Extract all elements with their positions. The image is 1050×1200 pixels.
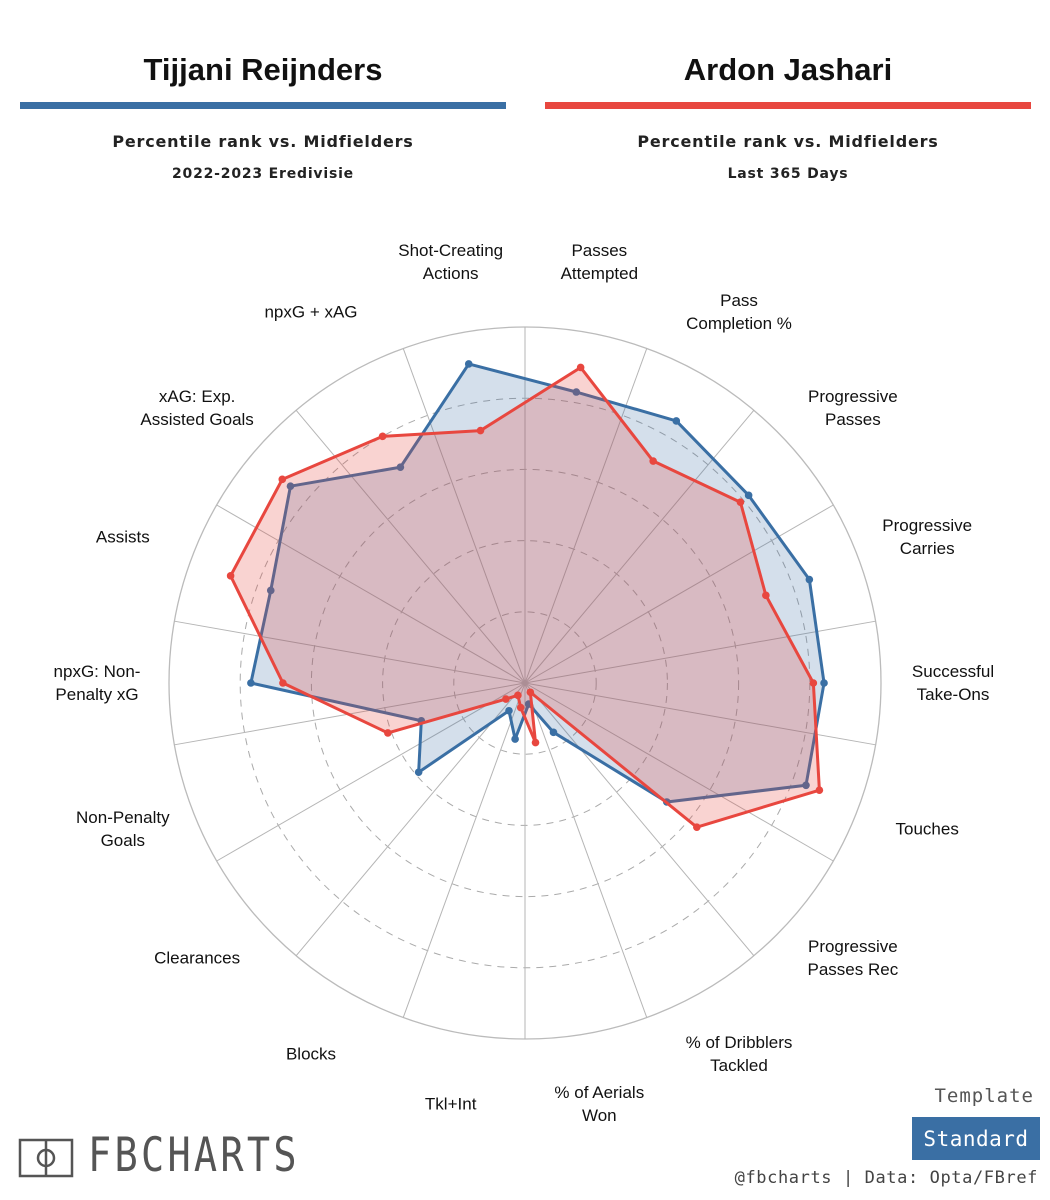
data-point: [266, 586, 275, 595]
data-point: [476, 426, 485, 435]
data-point: [516, 703, 525, 712]
data-point: [396, 463, 405, 471]
data-point: [693, 823, 701, 831]
axis-label: Successful Take-Ons: [911, 662, 995, 704]
data-point: [549, 728, 558, 737]
template-label: Template: [934, 1085, 1034, 1107]
axis-label: Progressive Passes Rec: [807, 937, 899, 980]
data-point: [744, 491, 753, 500]
data-point: [802, 781, 810, 790]
axis-label: npxG + xAG: [264, 302, 358, 322]
grid-spoke: [524, 409, 755, 684]
grid-spoke: [524, 348, 648, 684]
data-point: [526, 688, 535, 697]
template-button[interactable]: Standard: [912, 1117, 1040, 1160]
player-1-season: 2022-2023 Eredivisie: [172, 166, 354, 182]
axis-label: Tkl+Int: [424, 1094, 477, 1114]
axis-label: Pass Completion %: [686, 291, 792, 334]
player-2-subtitle: Percentile rank vs. Midfielders: [637, 132, 939, 151]
grid-spoke: [524, 682, 834, 862]
data-point: [464, 360, 473, 368]
axis-label: % of Dribblers Tackled: [685, 1032, 793, 1075]
data-point: [815, 786, 824, 794]
data-point: [736, 498, 745, 507]
data-credit: @fbcharts | Data: Opta/FBref: [734, 1168, 1038, 1188]
player-2-season: Last 365 Days: [727, 166, 849, 182]
player-1-name: Tijjani Reijnders: [143, 52, 383, 87]
player-2-name: Ardon Jashari: [683, 52, 893, 87]
pitch-icon: [18, 1138, 74, 1178]
grid-spoke: [524, 504, 834, 684]
grid-spoke: [295, 682, 526, 957]
grid-spoke: [216, 682, 526, 862]
data-point: [378, 432, 387, 441]
grid-spoke: [524, 682, 755, 957]
player-1-subtitle: Percentile rank vs. Midfielders: [112, 132, 414, 151]
axis-label: npxG: Non- Penalty xG: [53, 662, 141, 704]
axis-label: Shot-Creating Actions: [398, 240, 504, 283]
grid-spoke: [524, 682, 648, 1018]
player-2-color-bar: [545, 102, 1031, 109]
data-point: [809, 679, 818, 687]
data-point: [286, 482, 295, 491]
data-point: [414, 768, 423, 777]
data-point: [384, 729, 392, 737]
data-point: [649, 457, 657, 465]
grid-spoke: [402, 348, 526, 684]
axis-label: xAG: Exp. Assisted Goals: [140, 386, 254, 429]
grid-spoke: [402, 682, 526, 1018]
data-point: [226, 572, 235, 580]
data-point: [502, 695, 510, 703]
axis-label: Progressive Carries: [882, 515, 973, 558]
data-point: [247, 679, 255, 687]
grid-spoke: [216, 504, 526, 684]
grid-ring: [453, 611, 597, 755]
data-point: [505, 706, 513, 715]
axis-label: Clearances: [154, 948, 241, 968]
data-point: [672, 417, 681, 425]
player-1-color-bar: [20, 102, 506, 109]
data-point: [576, 363, 585, 372]
axis-label: Progressive Passes: [807, 386, 898, 429]
data-point: [820, 679, 828, 687]
data-point: [531, 738, 540, 747]
data-point: [762, 591, 770, 600]
axis-label: Blocks: [285, 1044, 337, 1064]
data-point: [572, 388, 581, 396]
axis-label: Passes Attempted: [560, 240, 639, 283]
data-point: [279, 679, 287, 687]
axis-label: Assists: [95, 527, 150, 547]
data-point: [805, 575, 814, 584]
logo-text: FBCHARTS: [88, 1128, 300, 1183]
axis-label: Non-Penalty Goals: [76, 808, 170, 851]
data-point: [278, 475, 287, 484]
axis-label: Touches: [895, 819, 959, 839]
data-point: [514, 691, 522, 700]
axis-label: % of Aerials Won: [554, 1083, 645, 1126]
grid-spoke: [174, 620, 526, 684]
data-point: [511, 735, 519, 743]
